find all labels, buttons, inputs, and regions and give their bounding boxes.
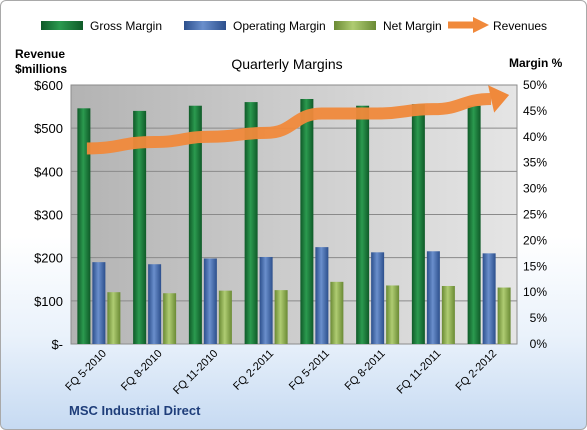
bar-gross-margin [467, 105, 481, 344]
right-tick-label: 15% [523, 259, 547, 273]
category-label: FQ 2-2011 [231, 348, 276, 393]
category-label: FQ 8-2011 [343, 348, 388, 393]
bar-net-margin [330, 281, 344, 344]
right-axis-label: Margin % [509, 56, 563, 70]
bar-operating-margin [315, 247, 329, 344]
bar-operating-margin [371, 252, 385, 344]
legend-label-net-margin: Net Margin [383, 19, 442, 33]
category-label: FQ 8-2010 [119, 348, 165, 394]
left-tick-label: $200 [34, 251, 63, 266]
bar-operating-margin [259, 256, 273, 344]
bar-operating-margin [426, 251, 440, 344]
bar-operating-margin [92, 262, 106, 344]
bar-net-margin [107, 292, 121, 344]
right-tick-label: 50% [523, 78, 547, 92]
legend-label-operating-margin: Operating Margin [233, 19, 326, 33]
legend-label-revenues: Revenues [493, 19, 547, 33]
right-tick-label: 20% [523, 233, 547, 247]
revenue-line-path [86, 92, 492, 155]
footer-company: MSC Industrial Direct [69, 403, 201, 418]
left-tick-label: $- [51, 337, 63, 352]
right-tick-label: 35% [523, 156, 547, 170]
right-tick-label: 5% [530, 311, 548, 325]
revenue-arrowhead [488, 85, 510, 113]
left-tick-label: $300 [34, 208, 63, 223]
left-tick-label: $500 [34, 121, 63, 136]
legend: Gross Margin Operating Margin Net Margin… [41, 17, 547, 33]
bar-gross-margin [188, 105, 202, 344]
bar-operating-margin [148, 264, 162, 344]
right-tick-label: 25% [523, 208, 547, 222]
bar-operating-margin [482, 253, 496, 344]
left-tick-label: $600 [34, 78, 63, 93]
bar-operating-margin [203, 258, 217, 344]
bar-net-margin [274, 290, 288, 344]
bar-gross-margin [411, 104, 425, 344]
left-tick-label: $400 [34, 164, 63, 179]
bar-gross-margin [356, 105, 370, 344]
bar-gross-margin [133, 110, 147, 345]
bar-gross-margin [77, 108, 91, 344]
legend-swatch-net-margin [334, 21, 376, 30]
bar-gross-margin [300, 98, 314, 345]
bars [77, 98, 511, 345]
right-tick-label: 40% [523, 130, 547, 144]
legend-swatch-operating-margin [184, 21, 226, 30]
legend-label-gross-margin: Gross Margin [90, 19, 162, 33]
left-tick-label: $100 [34, 294, 63, 309]
right-tick-label: 30% [523, 182, 547, 196]
legend-swatch-revenues [448, 17, 489, 33]
left-axis-label-line1: Revenue [15, 47, 65, 61]
legend-swatch-gross-margin [41, 21, 83, 30]
bar-net-margin [441, 285, 455, 344]
bar-net-margin [386, 285, 400, 344]
revenue-line [86, 85, 510, 155]
bar-gross-margin [244, 102, 258, 345]
chart-title: Quarterly Margins [231, 56, 342, 72]
right-tick-label: 10% [523, 285, 547, 299]
right-tick-label: 45% [523, 104, 547, 118]
bar-net-margin [497, 287, 511, 344]
category-label: FQ 2-2012 [454, 348, 500, 394]
category-label: FQ 11-2010 [171, 348, 220, 397]
category-label: FQ 5-2010 [63, 348, 109, 394]
left-axis-label-line2: $millions [15, 62, 67, 76]
right-tick-label: 0% [530, 337, 548, 351]
bar-net-margin [163, 293, 177, 344]
category-label: FQ 5-2011 [287, 348, 332, 393]
bar-net-margin [218, 290, 232, 344]
category-label: FQ 11-2011 [395, 348, 444, 397]
